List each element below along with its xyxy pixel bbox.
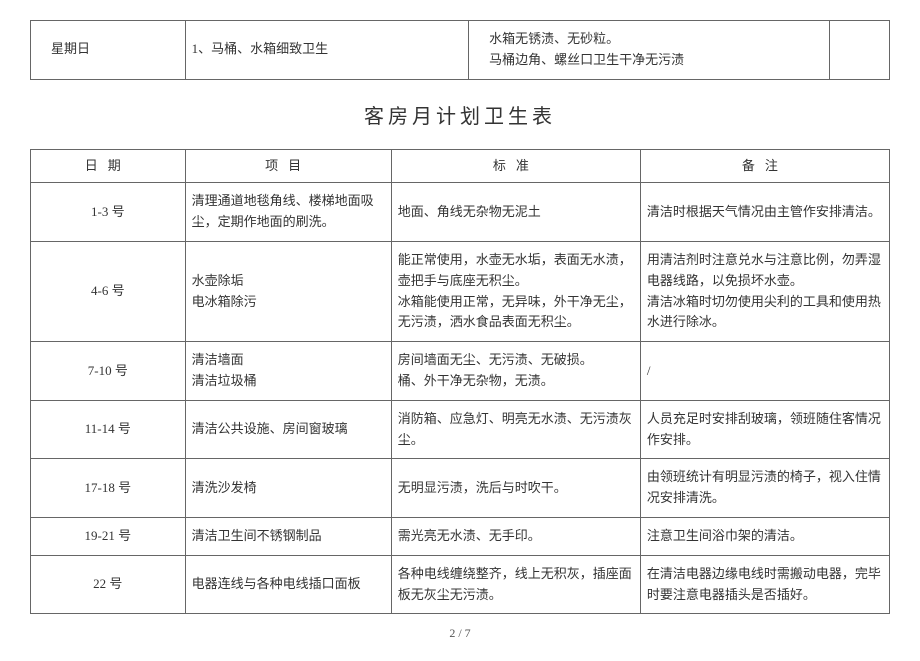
table-row: 4-6 号水壶除垢电冰箱除污能正常使用，水壶无水垢，表面无水渍，壶把手与底座无积… (31, 241, 890, 341)
top-col-item: 1、马桶、水箱细致卫生 (185, 21, 468, 80)
cell-date: 4-6 号 (31, 241, 186, 341)
cell-note: 由领班统计有明显污渍的椅子，视入住情况安排清洗。 (640, 459, 889, 518)
table-row: 11-14 号清洁公共设施、房间窗玻璃消防箱、应急灯、明亮无水渍、无污渍灰尘。人… (31, 400, 890, 459)
cell-date: 1-3 号 (31, 183, 186, 242)
cell-standard: 地面、角线无杂物无泥土 (391, 183, 640, 242)
cell-item: 清洁墙面清洁垃圾桶 (185, 342, 391, 401)
cell-date: 22 号 (31, 555, 186, 614)
cell-date: 17-18 号 (31, 459, 186, 518)
cell-note: 用清洁剂时注意兑水与注意比例，勿弄湿电器线路，以免损坏水壶。清洁冰箱时切勿使用尖… (640, 241, 889, 341)
cell-item: 水壶除垢电冰箱除污 (185, 241, 391, 341)
table-row: 19-21 号清洁卫生间不锈钢制品需光亮无水渍、无手印。注意卫生间浴巾架的清洁。 (31, 517, 890, 555)
cell-date: 11-14 号 (31, 400, 186, 459)
table-row: 1-3 号清理通道地毯角线、楼梯地面吸尘，定期作地面的刷洗。地面、角线无杂物无泥… (31, 183, 890, 242)
header-item: 项目 (185, 149, 391, 183)
table-row: 17-18 号清洗沙发椅无明显污渍，洗后与时吹干。由领班统计有明显污渍的椅子，视… (31, 459, 890, 518)
cell-note: 在清洁电器边缘电线时需搬动电器，完毕时要注意电器插头是否插好。 (640, 555, 889, 614)
top-col-day: 星期日 (31, 21, 186, 80)
page-title: 客房月计划卫生表 (30, 100, 890, 129)
cell-standard: 无明显污渍，洗后与时吹干。 (391, 459, 640, 518)
cell-note: 清洁时根据天气情况由主管作安排清洁。 (640, 183, 889, 242)
table-row: 22 号电器连线与各种电线插口面板各种电线缠绕整齐，线上无积灰，插座面板无灰尘无… (31, 555, 890, 614)
cell-standard: 消防箱、应急灯、明亮无水渍、无污渍灰尘。 (391, 400, 640, 459)
header-note: 备注 (640, 149, 889, 183)
top-summary-table: 星期日 1、马桶、水箱细致卫生 水箱无锈渍、无砂粒。马桶边角、螺丝口卫生干净无污… (30, 20, 890, 80)
cell-item: 电器连线与各种电线插口面板 (185, 555, 391, 614)
cell-item: 清洁公共设施、房间窗玻璃 (185, 400, 391, 459)
top-col-empty (829, 21, 889, 80)
top-row: 星期日 1、马桶、水箱细致卫生 水箱无锈渍、无砂粒。马桶边角、螺丝口卫生干净无污… (31, 21, 890, 80)
cell-date: 7-10 号 (31, 342, 186, 401)
header-date: 日期 (31, 149, 186, 183)
cell-item: 清洗沙发椅 (185, 459, 391, 518)
cell-note: 注意卫生间浴巾架的清洁。 (640, 517, 889, 555)
page-number: 2 / 7 (30, 626, 890, 641)
cell-standard: 能正常使用，水壶无水垢，表面无水渍，壶把手与底座无积尘。冰箱能使用正常，无异味，… (391, 241, 640, 341)
top-col-standard: 水箱无锈渍、无砂粒。马桶边角、螺丝口卫生干净无污渍 (469, 21, 830, 80)
cell-standard: 房间墙面无尘、无污渍、无破损。桶、外干净无杂物，无渍。 (391, 342, 640, 401)
monthly-schedule-table: 日期 项目 标准 备注 1-3 号清理通道地毯角线、楼梯地面吸尘，定期作地面的刷… (30, 149, 890, 615)
cell-note: 人员充足时安排刮玻璃，领班随住客情况作安排。 (640, 400, 889, 459)
cell-note: / (640, 342, 889, 401)
cell-standard: 需光亮无水渍、无手印。 (391, 517, 640, 555)
cell-item: 清理通道地毯角线、楼梯地面吸尘，定期作地面的刷洗。 (185, 183, 391, 242)
table-row: 7-10 号清洁墙面清洁垃圾桶房间墙面无尘、无污渍、无破损。桶、外干净无杂物，无… (31, 342, 890, 401)
header-standard: 标准 (391, 149, 640, 183)
cell-date: 19-21 号 (31, 517, 186, 555)
cell-standard: 各种电线缠绕整齐，线上无积灰，插座面板无灰尘无污渍。 (391, 555, 640, 614)
cell-item: 清洁卫生间不锈钢制品 (185, 517, 391, 555)
header-row: 日期 项目 标准 备注 (31, 149, 890, 183)
